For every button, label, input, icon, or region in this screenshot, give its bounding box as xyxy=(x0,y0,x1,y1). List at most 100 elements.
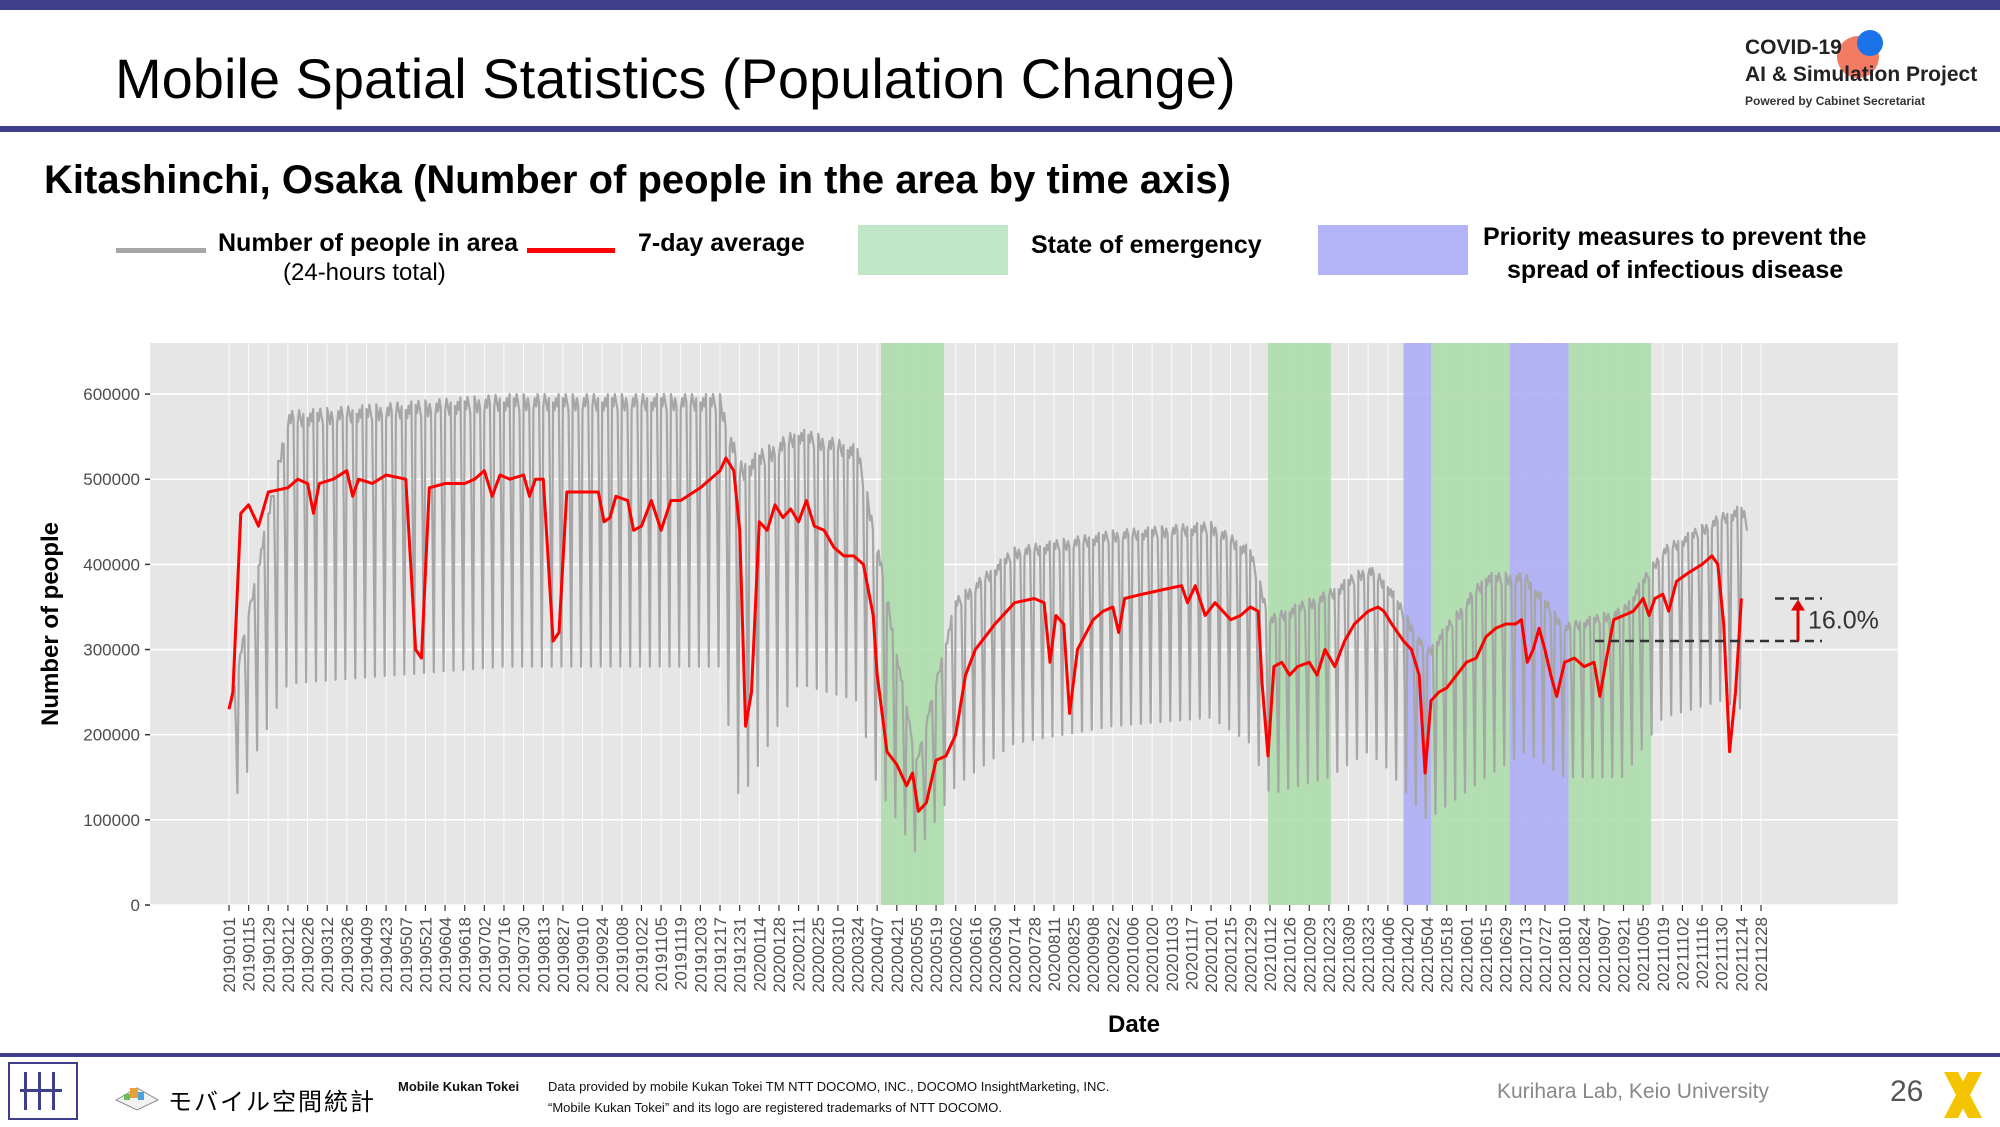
seven-day-average-line xyxy=(227,456,1743,813)
x-tick-label-31: 20200310 xyxy=(829,917,848,993)
footer-brand-en: Mobile Kukan Tokei xyxy=(398,1079,520,1094)
mobile-kukan-tokei-icon xyxy=(112,1082,162,1112)
x-tick-label-22: 20191105 xyxy=(652,917,671,991)
x-tick-label-18: 20190910 xyxy=(574,917,593,993)
x-tick-label-76: 20211130 xyxy=(1713,917,1732,990)
x-tick-label-45: 20200922 xyxy=(1104,917,1123,993)
y-axis-title: Number of people xyxy=(37,522,64,726)
x-tick-label-35: 20200505 xyxy=(907,917,926,993)
x-tick-label-68: 20210810 xyxy=(1556,917,1575,993)
x-axis-title: Date xyxy=(1108,1011,1160,1038)
x-tick-label-17: 20190827 xyxy=(554,917,573,993)
x-tick-label-21: 20191022 xyxy=(632,917,651,993)
legend-swatch-emergency xyxy=(858,225,1008,275)
footer-note-2: “Mobile Kukan Tokei” and its logo are re… xyxy=(548,1100,1002,1115)
x-tick-label-46: 20201006 xyxy=(1123,917,1142,993)
x-tick-label-69: 20210824 xyxy=(1575,917,1594,993)
chart-subtitle: Kitashinchi, Osaka (Number of people in … xyxy=(44,158,1231,202)
y-tick-label-6: 600000 xyxy=(83,385,140,404)
slide-title: Mobile Spatial Statistics (Population Ch… xyxy=(115,47,1236,110)
x-tick-label-5: 20190312 xyxy=(318,917,337,993)
x-tick-label-54: 20210126 xyxy=(1281,917,1300,993)
x-tick-label-44: 20200908 xyxy=(1084,917,1103,993)
x-tick-label-20: 20191008 xyxy=(613,917,632,993)
x-tick-label-2: 20190129 xyxy=(259,917,278,993)
x-tick-label-15: 20190730 xyxy=(515,917,534,993)
x-tick-label-52: 20201229 xyxy=(1241,917,1260,993)
x-tick-label-25: 20191217 xyxy=(711,917,730,993)
legend-sublabel-daily: (24-hours total) xyxy=(283,259,446,286)
x-tick-label-73: 20211019 xyxy=(1654,917,1673,991)
page-number: 26 xyxy=(1890,1075,1924,1108)
x-tick-label-30: 20200225 xyxy=(809,917,828,993)
covid-project-logo: COVID-19 AI & Simulation Project Powered… xyxy=(1745,30,1985,120)
daily-people-line xyxy=(227,393,1749,853)
x-tick-label-77: 20211214 xyxy=(1732,917,1751,991)
x-tick-label-72: 20211005 xyxy=(1634,917,1653,991)
population-chart: 0 100000 200000 300000 400000 500000 600000 201… xyxy=(37,343,1898,1038)
annotation-percent-label: 16.0% xyxy=(1808,607,1879,635)
x-tick-label-8: 20190423 xyxy=(377,917,396,993)
annotation-arrow-head xyxy=(1791,599,1805,611)
x-tick-label-62: 20210518 xyxy=(1438,917,1457,993)
x-tick-label-32: 20200324 xyxy=(849,917,868,993)
x-tick-label-1: 20190115 xyxy=(240,917,259,991)
x-tick-label-50: 20201201 xyxy=(1202,917,1221,993)
legend-swatch-daily xyxy=(116,248,206,253)
x-tick-label-66: 20210713 xyxy=(1516,917,1535,993)
x-tick-label-64: 20210615 xyxy=(1477,917,1496,993)
x-tick-label-47: 20201020 xyxy=(1143,917,1162,993)
x-tick-label-6: 20190326 xyxy=(338,917,357,993)
legend-swatch-average xyxy=(527,248,615,253)
x-tick-label-37: 20200602 xyxy=(947,917,966,993)
y-tick-label-4: 400000 xyxy=(83,555,140,574)
footer-divider xyxy=(0,1053,2000,1057)
x-logo-icon xyxy=(1938,1068,1988,1122)
x-tick-label-13: 20190702 xyxy=(475,917,494,993)
x-tick-label-14: 20190716 xyxy=(495,917,514,993)
x-tick-label-23: 20191119 xyxy=(672,917,691,990)
x-tick-label-38: 20200616 xyxy=(966,917,985,993)
x-tick-label-61: 20210504 xyxy=(1418,917,1437,993)
legend-label-emergency: State of emergency xyxy=(1031,231,1262,259)
x-tick-label-10: 20190521 xyxy=(416,917,435,993)
x-tick-label-53: 20210112 xyxy=(1261,917,1280,991)
x-tick-label-42: 20200811 xyxy=(1045,917,1064,991)
x-tick-label-19: 20190924 xyxy=(593,917,612,993)
x-tick-label-28: 20200128 xyxy=(770,917,789,993)
footer-note-1: Data provided by mobile Kukan Tokei TM N… xyxy=(548,1079,1110,1094)
y-tick-label-5: 500000 xyxy=(83,470,140,489)
x-tick-label-57: 20210309 xyxy=(1340,917,1359,993)
x-tick-label-51: 20201215 xyxy=(1222,917,1241,993)
footer-lab-name: Kurihara Lab, Keio University xyxy=(1497,1080,1769,1103)
x-tick-label-78: 20211228 xyxy=(1752,917,1771,991)
x-tick-label-56: 20210223 xyxy=(1320,917,1339,993)
x-tick-label-60: 20210420 xyxy=(1398,917,1417,993)
keio-lab-logo xyxy=(8,1062,78,1120)
x-tick-label-41: 20200728 xyxy=(1025,917,1044,993)
y-tick-label-3: 300000 xyxy=(83,641,140,660)
x-tick-label-34: 20200421 xyxy=(888,917,907,993)
x-tick-label-12: 20190618 xyxy=(456,917,475,993)
top-accent-bar xyxy=(0,0,2000,10)
y-tick-label-1: 100000 xyxy=(83,811,140,830)
x-tick-label-26: 20191231 xyxy=(731,917,750,993)
legend-label-average: 7-day average xyxy=(638,229,805,257)
y-tick-label-2: 200000 xyxy=(83,726,140,745)
x-tick-label-3: 20190212 xyxy=(279,917,298,993)
x-tick-label-9: 20190507 xyxy=(397,917,416,993)
x-tick-label-67: 20210727 xyxy=(1536,917,1555,993)
x-tick-label-70: 20210907 xyxy=(1595,917,1614,993)
logo-text-line2: AI & Simulation Project xyxy=(1745,63,1978,86)
x-tick-label-43: 20200825 xyxy=(1065,917,1084,993)
legend-label-daily: Number of people in area xyxy=(218,229,519,257)
x-tick-label-48: 20201103 xyxy=(1163,917,1182,991)
x-tick-label-4: 20190226 xyxy=(299,917,318,993)
x-tick-label-29: 20200211 xyxy=(790,917,809,991)
x-tick-label-7: 20190409 xyxy=(357,917,376,993)
legend-label-priority-2: spread of infectious disease xyxy=(1507,256,1844,284)
x-tick-label-59: 20210406 xyxy=(1379,917,1398,993)
x-tick-label-24: 20191203 xyxy=(691,917,710,993)
x-tick-label-16: 20190813 xyxy=(534,917,553,993)
x-tick-label-49: 20201117 xyxy=(1182,917,1201,990)
